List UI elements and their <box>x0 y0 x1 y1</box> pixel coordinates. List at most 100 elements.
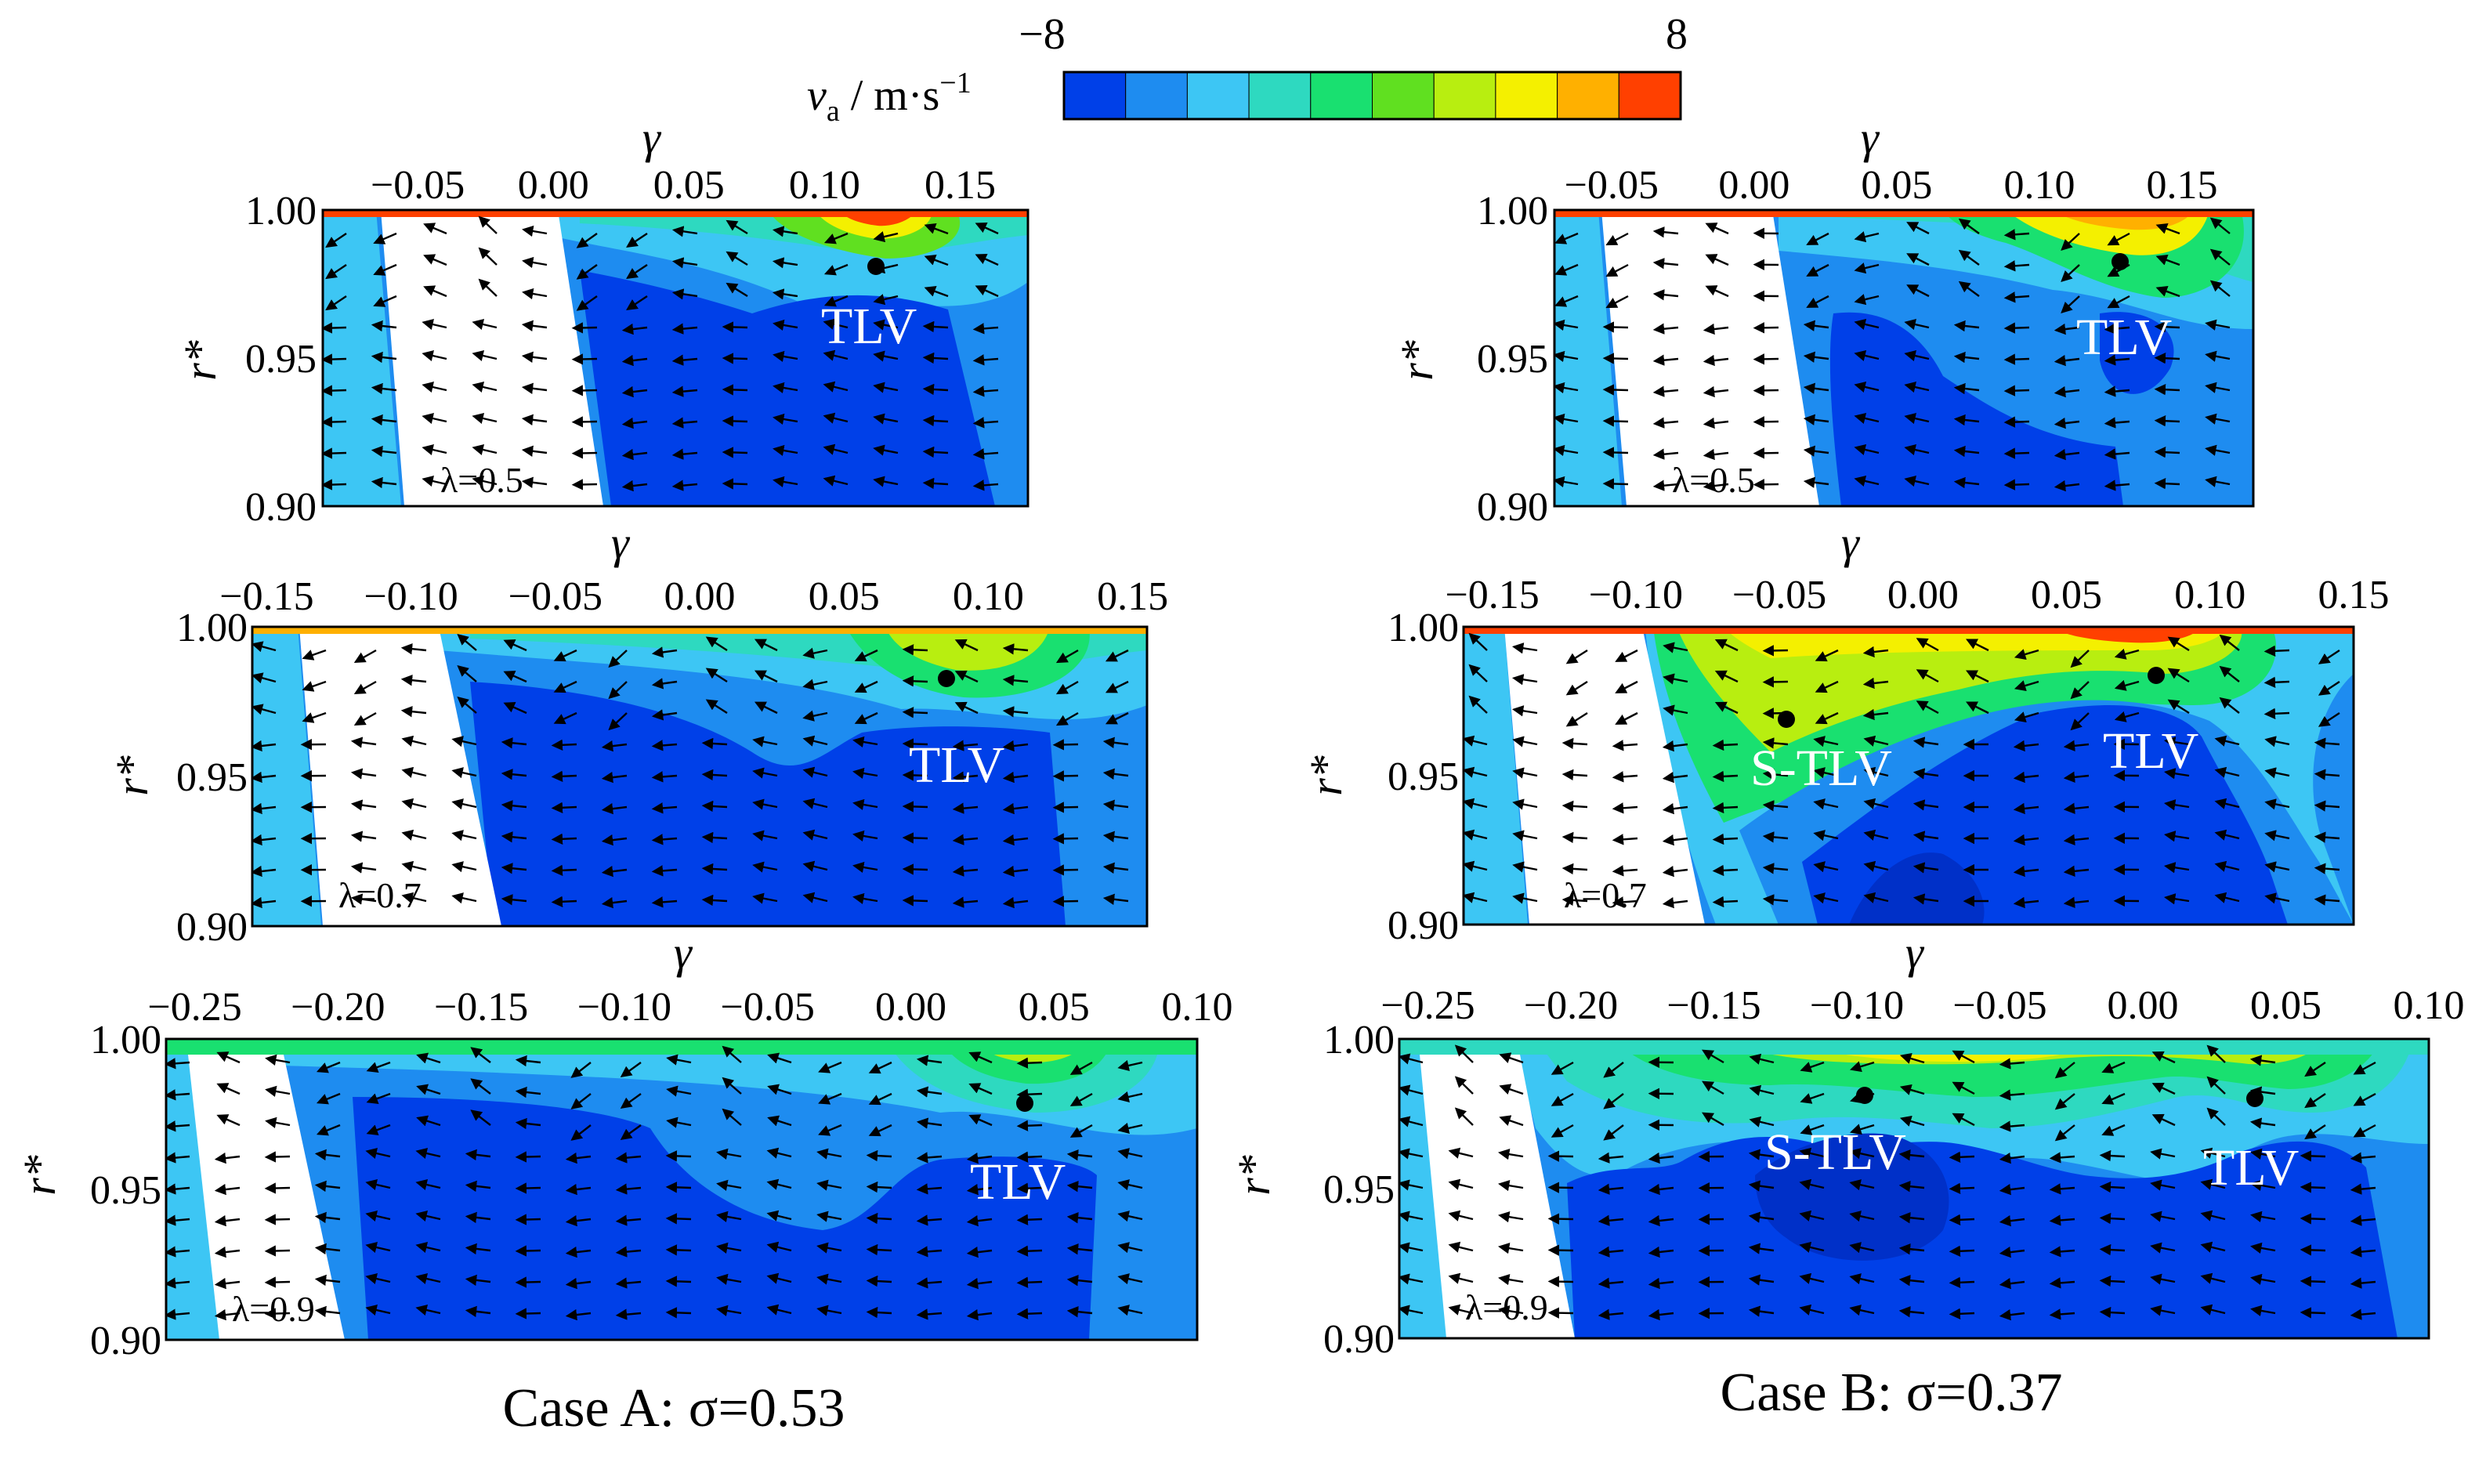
x-tick-label: −0.15 <box>1666 983 1760 1028</box>
velocity-arrow <box>1803 476 1829 488</box>
x-tick-label: 0.00 <box>875 985 946 1030</box>
velocity-arrow <box>1702 1049 1724 1064</box>
velocity-arrow <box>1561 863 1588 875</box>
velocity-arrow <box>1603 1093 1624 1109</box>
velocity-arrow <box>2061 295 2080 313</box>
velocity-arrow <box>1554 295 1579 307</box>
velocity-arrow <box>2264 767 2290 779</box>
velocity-arrow <box>608 650 628 668</box>
velocity-arrow <box>1554 263 1579 276</box>
panel-a3-x-ticks: −0.25 −0.20 −0.15 −0.10 −0.05 0.00 0.05 0.10 <box>147 985 1232 1030</box>
velocity-arrow <box>2163 862 2190 874</box>
velocity-arrow <box>2099 1149 2126 1162</box>
velocity-arrow <box>752 767 778 779</box>
velocity-arrow <box>818 1061 842 1073</box>
velocity-arrow <box>615 1246 642 1258</box>
velocity-arrow <box>2054 1093 2075 1110</box>
velocity-arrow <box>772 288 798 300</box>
velocity-arrow <box>472 318 498 330</box>
velocity-arrow <box>325 264 347 280</box>
velocity-arrow <box>2154 447 2180 458</box>
velocity-arrow <box>1799 1210 1825 1222</box>
velocity-arrow <box>521 414 548 425</box>
x-tick-label: 0.10 <box>789 163 860 208</box>
velocity-arrow <box>1554 413 1579 425</box>
panel-a2-blade-blockage <box>299 627 501 926</box>
velocity-arrow <box>302 711 327 723</box>
velocity-arrow <box>1117 1122 1143 1134</box>
velocity-arrow <box>350 893 377 905</box>
velocity-arrow <box>1849 1273 1875 1285</box>
velocity-arrow <box>1953 351 1980 364</box>
velocity-arrow <box>1652 258 1679 270</box>
velocity-arrow <box>2250 1211 2276 1222</box>
velocity-arrow <box>1952 1081 1975 1095</box>
velocity-arrow <box>1498 1149 1524 1160</box>
velocity-arrow <box>1904 319 1930 331</box>
velocity-arrow <box>265 1054 291 1066</box>
velocity-arrow <box>916 1055 943 1066</box>
velocity-arrow <box>451 736 477 747</box>
panel-b2-lambda-label: λ=0.7 <box>1564 875 1647 915</box>
velocity-arrow <box>457 696 477 714</box>
velocity-arrow <box>1862 677 1889 690</box>
velocity-arrow <box>722 321 748 333</box>
velocity-arrow <box>754 639 778 652</box>
velocity-arrow <box>350 768 377 780</box>
velocity-arrow <box>1958 281 1980 297</box>
velocity-arrow <box>866 1275 892 1287</box>
velocity-arrow <box>365 1178 391 1191</box>
x-tick-label: −0.15 <box>1445 573 1539 617</box>
velocity-arrow <box>565 1152 592 1164</box>
velocity-arrow <box>1002 643 1029 655</box>
velocity-arrow <box>902 675 928 687</box>
velocity-arrow <box>316 1061 341 1073</box>
velocity-arrow <box>314 1243 341 1255</box>
x-tick-label: −0.25 <box>147 985 241 1030</box>
velocity-arrow <box>1612 771 1638 783</box>
velocity-arrow <box>766 1272 792 1284</box>
velocity-arrow <box>1652 323 1679 335</box>
velocity-arrow <box>465 1243 491 1255</box>
x-tick-label: −0.05 <box>508 574 603 619</box>
velocity-arrow <box>1712 864 1739 877</box>
velocity-arrow <box>922 320 949 333</box>
velocity-arrow <box>866 1243 892 1256</box>
panel-b3-ylabel: r* <box>1229 1155 1279 1196</box>
velocity-arrow <box>1598 1183 1624 1195</box>
velocity-arrow <box>503 671 527 683</box>
velocity-arrow <box>465 1305 491 1318</box>
velocity-arrow <box>1803 382 1829 394</box>
velocity-arrow <box>1904 444 1930 456</box>
y-tick-label: 0.90 <box>1477 485 1548 530</box>
velocity-arrow <box>854 711 878 725</box>
velocity-arrow <box>823 412 849 424</box>
velocity-arrow <box>401 798 427 809</box>
velocity-arrow <box>2049 1308 2075 1320</box>
velocity-arrow <box>1999 1089 2025 1101</box>
velocity-arrow <box>1712 739 1739 751</box>
y-tick-label: 0.90 <box>176 905 248 950</box>
velocity-arrow <box>1916 638 1939 652</box>
panel-b3-tlv-marker <box>2246 1090 2263 1107</box>
velocity-arrow <box>503 702 527 715</box>
velocity-arrow <box>1102 893 1129 905</box>
velocity-arrow <box>2151 1051 2176 1064</box>
velocity-arrow <box>2249 1117 2276 1129</box>
velocity-arrow <box>2150 1179 2176 1191</box>
velocity-arrow <box>722 1108 742 1126</box>
velocity-arrow <box>1612 740 1638 751</box>
velocity-arrow <box>608 712 628 731</box>
velocity-arrow <box>716 1305 742 1316</box>
velocity-arrow <box>1705 254 1729 266</box>
velocity-arrow <box>1598 1214 1624 1226</box>
velocity-arrow <box>2063 834 2090 845</box>
velocity-arrow <box>666 1085 692 1097</box>
velocity-arrow <box>1565 680 1588 696</box>
velocity-arrow <box>1652 448 1679 460</box>
velocity-arrow <box>2013 802 2039 815</box>
panel-a1-frame <box>321 208 1030 508</box>
velocity-arrow <box>1904 413 1930 425</box>
velocity-arrow <box>823 475 849 487</box>
velocity-arrow <box>214 1308 241 1321</box>
